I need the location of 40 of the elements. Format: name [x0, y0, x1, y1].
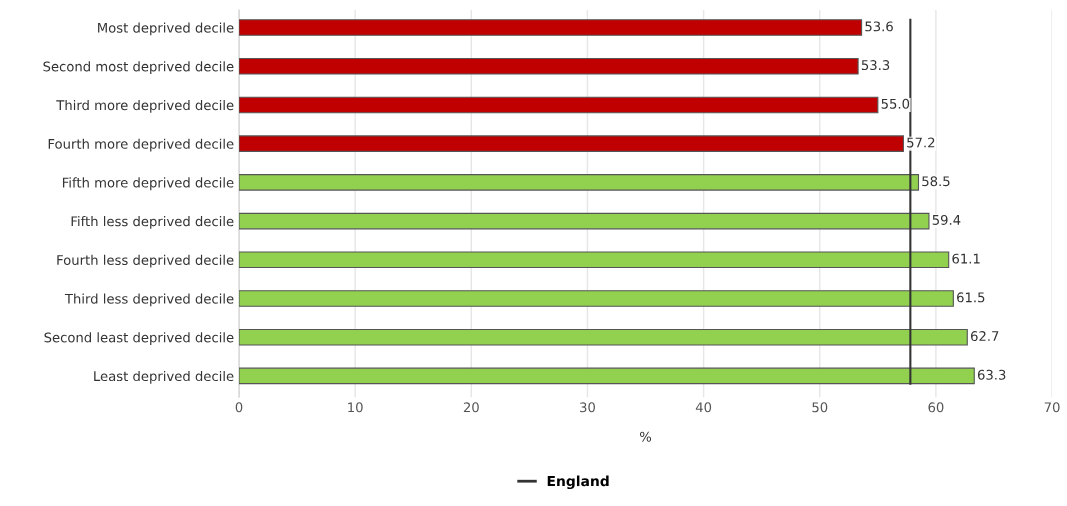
x-tick-label: 30: [580, 402, 595, 413]
y-tick-label: Second most deprived decile: [43, 61, 234, 74]
data-label: 55.0: [881, 98, 910, 109]
x-tick-label: 0: [235, 402, 243, 413]
y-tick-label: Second least deprived decile: [44, 332, 234, 345]
data-label: 57.2: [907, 137, 935, 148]
bar: [239, 212, 930, 230]
legend-label: England: [547, 475, 609, 490]
x-tick-label: 40: [695, 402, 712, 413]
bar: [239, 328, 968, 346]
x-tick-label: 60: [928, 402, 944, 413]
bar: [239, 251, 950, 269]
y-tick-label: Third less deprived decile: [64, 293, 234, 307]
y-tick-label: Fourth more deprived decile: [48, 138, 234, 152]
x-axis-title: %: [639, 431, 652, 442]
data-label: 53.3: [861, 60, 890, 71]
bar: [239, 19, 863, 36]
bar: [239, 135, 904, 152]
x-tick-label: 10: [348, 402, 363, 413]
bar: [239, 57, 859, 75]
y-tick-label: Third more deprived decile: [56, 99, 234, 113]
bar: [239, 290, 954, 307]
data-label: 61.1: [952, 253, 980, 264]
y-tick-label: Most deprived decile: [98, 22, 234, 36]
bar: [239, 367, 975, 385]
data-label: 53.6: [865, 21, 893, 32]
x-tick-label: 20: [463, 402, 479, 413]
data-label: 59.4: [932, 214, 961, 225]
y-tick-label: Fifth more deprived decile: [62, 177, 234, 191]
x-tick-label: 50: [812, 402, 828, 413]
x-tick-label: 70: [1044, 402, 1060, 413]
data-label: 58.5: [922, 176, 950, 187]
y-tick-label: Fifth less deprived decile: [71, 216, 234, 229]
y-tick-label: Least deprived decile: [94, 370, 234, 384]
data-label: 61.5: [957, 292, 985, 303]
data-label: 62.7: [970, 331, 999, 342]
bar: [239, 96, 879, 114]
data-label: 63.3: [977, 369, 1006, 380]
y-tick-label: Fourth less deprived decile: [57, 254, 234, 268]
bar: [239, 174, 920, 191]
